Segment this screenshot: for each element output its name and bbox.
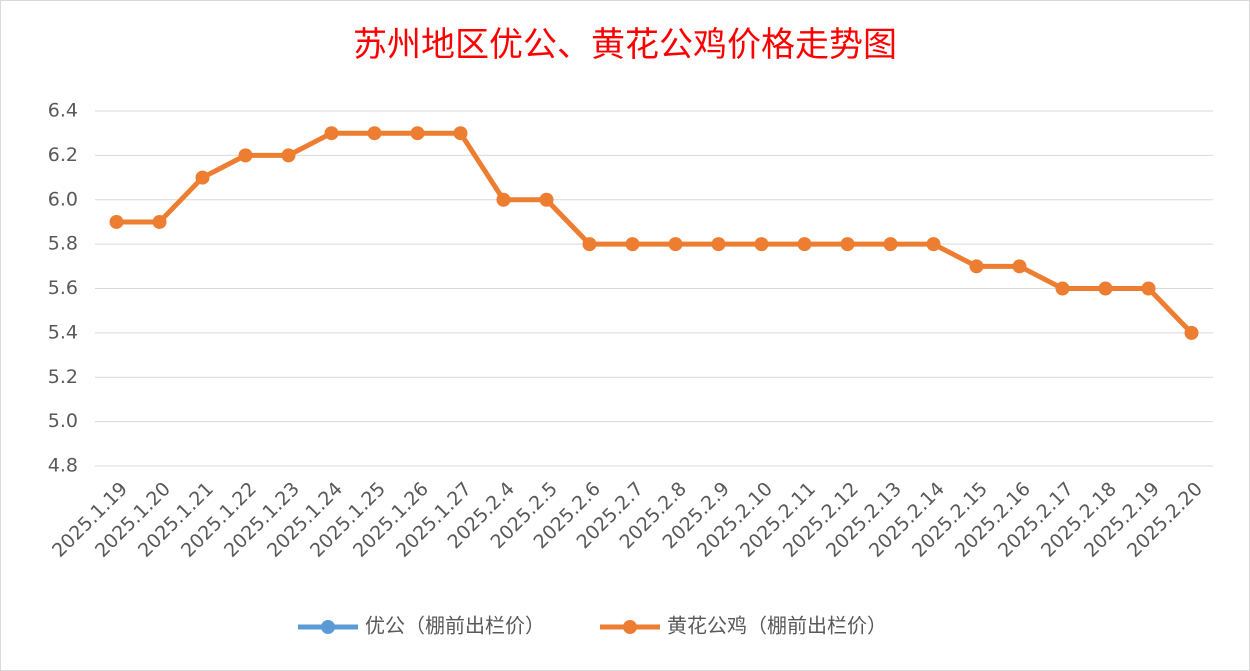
y-tick-label: 5.8 xyxy=(48,233,78,255)
point xyxy=(1055,281,1070,296)
point xyxy=(109,214,124,229)
y-tick-label: 5.0 xyxy=(48,410,78,432)
point xyxy=(453,126,468,141)
y-tick-label: 5.6 xyxy=(48,277,78,299)
point xyxy=(883,237,898,252)
legend-marker xyxy=(321,620,335,634)
y-tick-label: 6.0 xyxy=(48,188,78,210)
point xyxy=(238,148,253,163)
y-tick-label: 5.4 xyxy=(48,321,78,343)
chart-title: 苏州地区优公、黄花公鸡价格走势图 xyxy=(353,25,897,65)
point xyxy=(754,237,769,252)
y-tick-label: 6.2 xyxy=(48,144,78,166)
series-line xyxy=(116,130,1194,335)
point xyxy=(496,192,511,207)
point xyxy=(195,170,210,185)
point xyxy=(926,237,941,252)
legend-label: 优公（棚前出栏价） xyxy=(365,614,545,638)
point xyxy=(1012,259,1027,274)
point xyxy=(668,237,683,252)
point xyxy=(152,214,167,229)
point xyxy=(1184,325,1199,340)
point xyxy=(539,192,554,207)
point xyxy=(582,237,597,252)
point xyxy=(840,237,855,252)
y-tick-label: 4.8 xyxy=(48,455,78,477)
point xyxy=(1098,281,1113,296)
legend-marker xyxy=(623,620,637,634)
point xyxy=(281,148,296,163)
point xyxy=(797,237,812,252)
point xyxy=(324,126,339,141)
y-tick-label: 6.4 xyxy=(48,100,78,122)
point xyxy=(410,126,425,141)
point xyxy=(1141,281,1156,296)
point xyxy=(367,126,382,141)
y-tick-label: 5.2 xyxy=(48,366,78,388)
point xyxy=(969,259,984,274)
point xyxy=(711,237,726,252)
point xyxy=(625,237,640,252)
legend-label: 黄花公鸡（棚前出栏价） xyxy=(667,614,887,638)
